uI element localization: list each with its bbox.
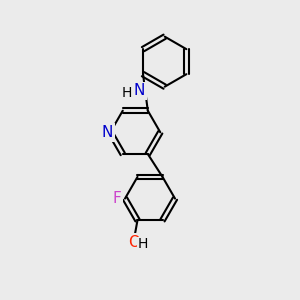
Text: N: N	[134, 83, 145, 98]
Text: H: H	[138, 237, 148, 251]
Text: F: F	[112, 191, 121, 206]
Text: N: N	[102, 125, 113, 140]
Text: H: H	[122, 86, 132, 100]
Text: O: O	[128, 235, 140, 250]
